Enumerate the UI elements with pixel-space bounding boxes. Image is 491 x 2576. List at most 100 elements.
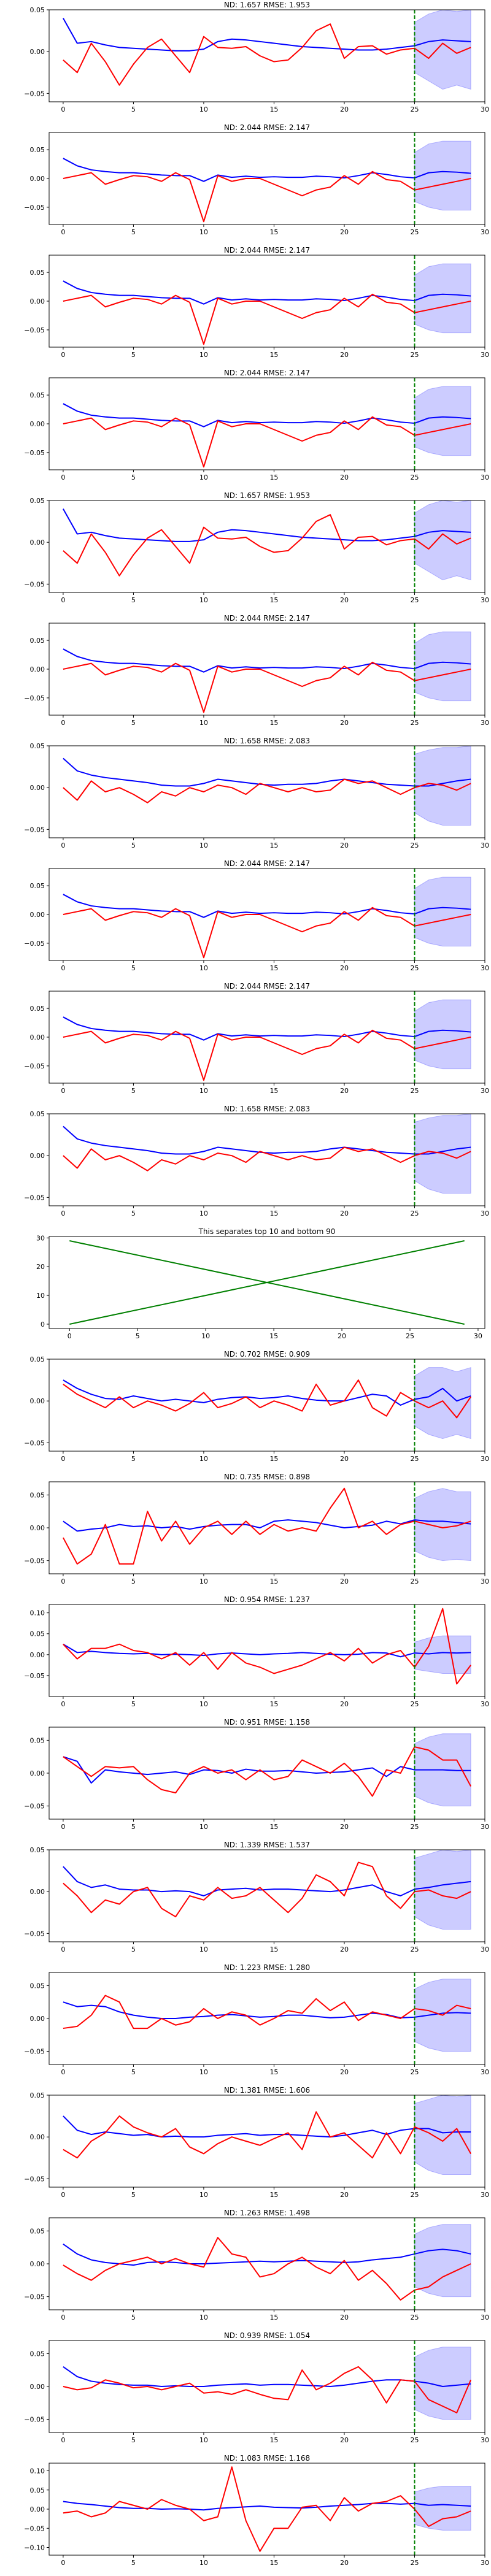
x-tick-label: 25: [410, 2436, 419, 2444]
axes-frame: [48, 500, 485, 593]
x-tick-label: 5: [131, 1455, 136, 1463]
x-tick-label: 30: [481, 105, 489, 113]
y-tick-label: 0.05: [30, 269, 45, 277]
series-line-2: [69, 1240, 465, 1325]
x-tick-label: 25: [410, 1455, 419, 1463]
series-line-2: [63, 2111, 471, 2159]
series-line-2: [63, 1487, 471, 1565]
x-tick-label: 15: [269, 228, 278, 236]
subplot-title: ND: 1.657 RMSE: 1.953: [224, 1, 310, 9]
y-tick-label: −0.05: [24, 1194, 45, 1202]
y-tick-label: 0.05: [30, 2227, 45, 2235]
x-tick-label: 20: [340, 1209, 349, 1217]
x-tick-label: 30: [481, 1577, 489, 1585]
plot-area: [63, 1850, 471, 1942]
uncertainty-band: [414, 10, 471, 90]
x-tick-label: 10: [199, 1455, 208, 1463]
y-tick-label: 0.00: [30, 420, 45, 428]
x-tick-label: 25: [406, 1332, 414, 1340]
plot-area: [63, 1727, 471, 1819]
x-tick-label: 30: [481, 1455, 489, 1463]
x-tick-label: 25: [410, 596, 419, 604]
plot-area: [63, 2340, 472, 2432]
subplot-19: ND: 1.263 RMSE: 1.498 0 5 10 15 20 25 30 −0.05 0.…: [24, 2209, 489, 2321]
x-tick-label: 0: [61, 2068, 65, 2076]
x-tick-label: 0: [61, 2559, 65, 2567]
y-tick-label: −0.05: [24, 449, 45, 457]
series-line-1: [63, 648, 471, 673]
x-tick-label: 0: [61, 105, 65, 113]
subplot-title: ND: 0.954 RMSE: 1.237: [224, 1595, 310, 1604]
y-tick-label: −0.05: [24, 2048, 45, 2056]
uncertainty-band: [414, 2224, 471, 2298]
y-tick-label: −0.05: [24, 2416, 45, 2424]
x-tick-label: 0: [61, 1209, 65, 1217]
x-tick-label: 10: [199, 105, 208, 113]
plot-area: [69, 1240, 465, 1325]
x-tick-label: 5: [131, 1209, 136, 1217]
x-tick-label: 10: [199, 473, 208, 481]
x-tick-label: 5: [131, 228, 136, 236]
x-tick-label: 30: [481, 1823, 489, 1831]
x-tick-label: 20: [340, 596, 349, 604]
subplot-16: ND: 1.339 RMSE: 1.537 0 5 10 15 20 25 30 −0.05 0.…: [24, 1841, 489, 1953]
plot-area: [63, 1972, 471, 2064]
subplot-title: ND: 2.044 RMSE: 2.147: [224, 246, 310, 255]
subplot-14: ND: 0.954 RMSE: 1.237 0 5 10 15 20 25 30 −0.05 0.…: [24, 1595, 489, 1708]
x-tick-label: 25: [410, 841, 419, 849]
x-tick-label: 15: [269, 1087, 278, 1095]
y-tick-label: −0.05: [24, 326, 45, 334]
series-line-1: [63, 2366, 471, 2387]
x-tick-label: 20: [340, 1577, 349, 1585]
x-tick-label: 20: [340, 105, 349, 113]
y-tick-label: 0.00: [30, 1888, 45, 1896]
y-tick-label: 0.00: [30, 1769, 45, 1777]
y-tick-label: −0.05: [24, 2293, 45, 2301]
x-tick-label: 15: [269, 1823, 278, 1831]
uncertainty-band: [414, 1488, 471, 1562]
y-tick-label: 0.05: [30, 742, 45, 750]
uncertainty-band: [414, 386, 471, 456]
x-tick-label: 30: [481, 2068, 489, 2076]
plot-area: [63, 500, 471, 592]
plot-area: [63, 868, 471, 960]
subplot-20: ND: 0.939 RMSE: 1.054 0 5 10 15 20 25 30 −0.05 0.…: [24, 2331, 489, 2444]
x-tick-label: 20: [340, 1455, 349, 1463]
x-tick-label: 20: [340, 351, 349, 359]
plot-area: [63, 991, 471, 1083]
series-line-1: [63, 158, 471, 182]
x-tick-label: 15: [269, 2559, 278, 2567]
subplot-9: ND: 2.044 RMSE: 2.147 0 5 10 15 20 25 30 −0.05 0.…: [24, 982, 489, 1095]
x-tick-label: 25: [410, 2191, 419, 2199]
x-tick-label: 25: [410, 2068, 419, 2076]
x-tick-label: 30: [481, 2313, 489, 2321]
axes-frame: [48, 1604, 485, 1697]
plot-area: [63, 378, 471, 470]
y-tick-label: 0.00: [30, 2260, 45, 2268]
subplot-title: ND: 2.044 RMSE: 2.147: [224, 859, 310, 868]
x-tick-label: 25: [410, 351, 419, 359]
y-tick-label: −0.05: [24, 1803, 45, 1811]
series-line-2: [63, 514, 471, 577]
subplot-15: ND: 0.951 RMSE: 1.158 0 5 10 15 20 25 30 −0.05 0.…: [24, 1718, 489, 1831]
x-tick-label: 0: [61, 1455, 65, 1463]
series-line-2: [63, 1146, 471, 1171]
series-line-1: [63, 403, 471, 427]
subplot-title: ND: 1.263 RMSE: 1.498: [224, 2209, 310, 2217]
x-tick-label: 5: [136, 1332, 140, 1340]
x-tick-label: 0: [61, 2313, 65, 2321]
y-tick-label: −0.05: [24, 940, 45, 948]
y-tick-label: 0.05: [30, 2091, 45, 2099]
y-tick-label: 0.05: [30, 2350, 45, 2358]
subplot-1: ND: 1.657 RMSE: 1.953 0 5 10 15 20 25 30 −0.05 0.…: [24, 1, 489, 113]
subplot-title: ND: 1.223 RMSE: 1.280: [224, 1963, 310, 1972]
series-line-2: [63, 416, 471, 468]
subplot-title: ND: 2.044 RMSE: 2.147: [224, 369, 310, 377]
y-tick-label: 0.00: [30, 48, 45, 56]
plot-area: [63, 1359, 471, 1451]
x-tick-label: 25: [410, 2559, 419, 2567]
x-tick-label: 20: [340, 1700, 349, 1708]
plot-area: [63, 1482, 471, 1574]
x-tick-label: 10: [199, 1945, 208, 1953]
subplot-8: ND: 2.044 RMSE: 2.147 0 5 10 15 20 25 30 −0.05 0.…: [24, 859, 489, 972]
